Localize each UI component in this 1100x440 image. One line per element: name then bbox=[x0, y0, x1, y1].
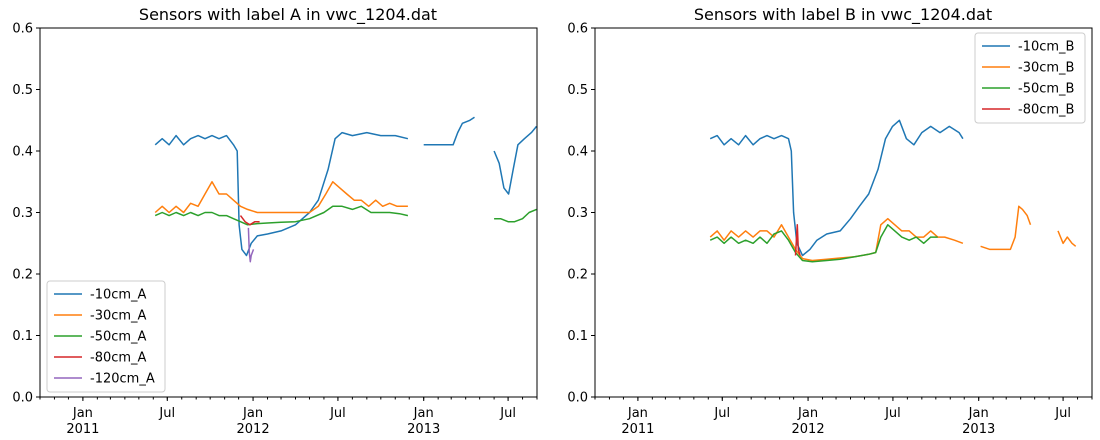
x-tick-label: Jan bbox=[627, 406, 648, 421]
chart-title: Sensors with label A in vwc_1204.dat bbox=[139, 5, 437, 25]
legend-label: -10cm_A bbox=[90, 288, 147, 303]
x-tick-label: Jul bbox=[713, 406, 730, 421]
series-line--50cm_B bbox=[709, 224, 938, 263]
y-tick-label: 0.5 bbox=[12, 83, 33, 98]
series-line--50cm_A bbox=[154, 205, 409, 226]
y-tick-label: 0.0 bbox=[567, 391, 588, 406]
series-line--30cm_B bbox=[980, 205, 1032, 251]
legend-frame bbox=[974, 32, 1086, 124]
legend-label: -50cm_A bbox=[90, 330, 147, 345]
x-tick-label: Jan bbox=[968, 406, 989, 421]
x-tick-label: Jul bbox=[499, 406, 516, 421]
y-tick-label: 0.6 bbox=[567, 22, 588, 37]
legend-label: -30cm_A bbox=[90, 309, 147, 324]
legend-label: -120cm_A bbox=[90, 372, 155, 387]
x-tick-label: 2012 bbox=[237, 422, 270, 437]
x-tick-label: Jan bbox=[242, 406, 263, 421]
x-tick-label: Jan bbox=[797, 406, 818, 421]
series-line--30cm_B bbox=[1057, 230, 1077, 247]
x-tick-label: Jan bbox=[413, 406, 434, 421]
y-tick-label: 0.4 bbox=[567, 145, 588, 160]
series-line--10cm_A bbox=[154, 131, 409, 257]
legend-label: -50cm_B bbox=[1018, 82, 1074, 97]
y-tick-label: 0.0 bbox=[12, 391, 33, 406]
series-line--10cm_B bbox=[709, 119, 964, 257]
x-tick-label: 2011 bbox=[621, 422, 654, 437]
legend-frame bbox=[46, 280, 166, 393]
series-line--10cm_A bbox=[423, 116, 475, 146]
y-tick-label: 0.5 bbox=[567, 83, 588, 98]
plot-area bbox=[709, 119, 1077, 263]
y-tick-label: 0.2 bbox=[12, 268, 33, 283]
y-tick-label: 0.1 bbox=[567, 329, 588, 344]
series-line--30cm_A bbox=[154, 181, 408, 214]
legend-label: -80cm_B bbox=[1018, 103, 1074, 118]
series-line--120cm_A bbox=[247, 227, 255, 263]
legend-label: -30cm_B bbox=[1018, 61, 1074, 76]
series-line--10cm_A bbox=[493, 125, 537, 195]
x-tick-label: Jul bbox=[158, 406, 175, 421]
series-line--50cm_A bbox=[494, 208, 537, 223]
series-line--30cm_B bbox=[709, 217, 964, 262]
x-tick-label: Jul bbox=[1054, 406, 1071, 421]
legend: -10cm_A -30cm_A -50cm_A -80cm_A -120cm_A bbox=[46, 280, 166, 393]
legend: -10cm_B -30cm_B -50cm_B -80cm_B bbox=[974, 32, 1086, 124]
x-tick-label: 2013 bbox=[962, 422, 995, 437]
series-line--80cm_B bbox=[794, 224, 801, 256]
y-tick-label: 0.1 bbox=[12, 329, 33, 344]
legend-label: -80cm_A bbox=[90, 351, 147, 366]
chart-title: Sensors with label B in vwc_1204.dat bbox=[694, 5, 992, 25]
y-tick-label: 0.4 bbox=[12, 145, 33, 160]
plot-area bbox=[154, 116, 537, 263]
x-tick-label: 2012 bbox=[792, 422, 825, 437]
x-tick-label: 2013 bbox=[407, 422, 440, 437]
chart-panel-a: Sensors with label A in vwc_1204.dat 0.0… bbox=[12, 5, 538, 437]
y-tick-label: 0.6 bbox=[12, 22, 33, 37]
chart-panel-b: Sensors with label B in vwc_1204.dat 0.0… bbox=[567, 5, 1093, 437]
y-tick-label: 0.2 bbox=[567, 268, 588, 283]
x-tick-label: Jul bbox=[329, 406, 346, 421]
x-tick-label: Jul bbox=[884, 406, 901, 421]
series-line--80cm_A bbox=[239, 215, 260, 226]
x-tick-label: Jan bbox=[72, 406, 93, 421]
legend-label: -10cm_B bbox=[1018, 40, 1074, 55]
y-tick-label: 0.3 bbox=[12, 206, 33, 221]
x-tick-label: 2011 bbox=[66, 422, 99, 437]
y-tick-label: 0.3 bbox=[567, 206, 588, 221]
